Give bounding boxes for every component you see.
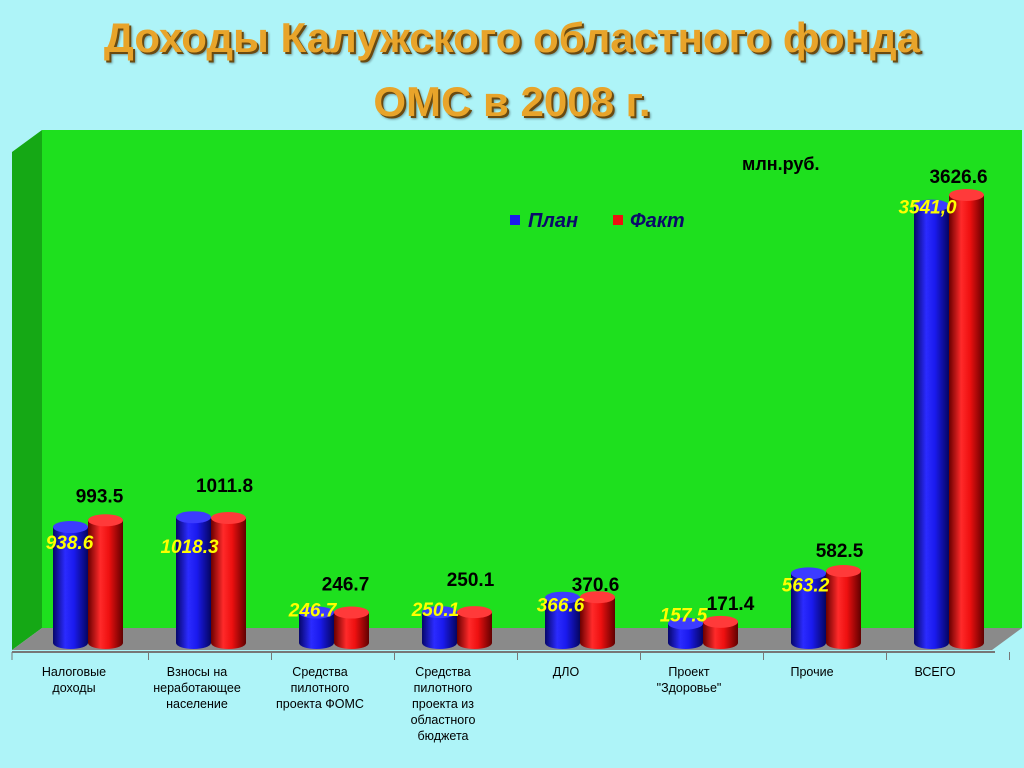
bar-plan-5	[668, 617, 703, 649]
category-label-5: Проект "Здоровье"	[657, 665, 722, 695]
plot-back-wall	[42, 130, 1022, 628]
data-label-fact-2: 246.7	[322, 575, 370, 596]
data-label-fact-5: 171.4	[707, 594, 755, 615]
bar-fact-3	[457, 606, 492, 649]
category-label-2: Средства пилотного проекта ФОМС	[276, 665, 364, 711]
data-label-plan-0: 938.6	[46, 533, 94, 554]
category-label-6: Прочие	[790, 665, 833, 679]
data-label-plan-7: 3541,0	[898, 198, 957, 219]
category-label-1: Взносы на неработающее население	[153, 665, 241, 711]
data-label-plan-2: 246.7	[288, 601, 338, 622]
data-label-fact-4: 370.6	[572, 575, 620, 596]
bars	[53, 189, 984, 649]
category-label-4: ДЛО	[553, 665, 580, 679]
category-label-0: Налоговые доходы	[42, 665, 106, 695]
data-labels: 938.6 993.5 1018.3 1011.8 246.7 246.7 250.1 250…	[46, 167, 988, 627]
legend-swatch-fact	[613, 215, 623, 225]
legend-swatch-plan	[510, 215, 520, 225]
data-label-fact-6: 582.5	[816, 541, 864, 562]
bar-fact-0	[88, 514, 123, 649]
chart-title-line-1: Доходы Калужского областного фонда	[103, 14, 921, 61]
unit-label: млн.руб.	[742, 154, 820, 174]
data-label-plan-1: 1018.3	[160, 537, 219, 558]
bar-fact-2	[334, 606, 369, 649]
data-label-fact-3: 250.1	[447, 570, 495, 591]
bar-fact-1	[211, 512, 246, 649]
data-label-plan-4: 366.6	[537, 596, 585, 617]
bar-plan-7	[914, 199, 949, 649]
plot-floor	[12, 628, 1022, 650]
data-label-plan-6: 563.2	[782, 575, 830, 596]
bar-plan-2	[299, 606, 334, 649]
data-label-plan-5: 157.5	[660, 606, 708, 627]
plot-side-wall	[12, 130, 42, 650]
bar-plan-0	[53, 521, 88, 649]
bar-fact-5	[703, 615, 738, 649]
data-label-fact-1: 1011.8	[196, 476, 253, 497]
bar-fact-4	[580, 591, 615, 649]
data-label-fact-7: 3626.6	[929, 167, 987, 188]
legend-label-plan: План	[528, 210, 578, 232]
category-label-7: ВСЕГО	[914, 665, 955, 679]
category-label-3: Средства пилотного проекта из областного бюд…	[411, 665, 476, 743]
bar-plan-3	[422, 606, 457, 649]
category-labels: Налоговые доходы Взносы на неработающее насе…	[11, 652, 1010, 743]
data-label-plan-3: 250.1	[411, 600, 460, 621]
bar-plan-1	[176, 511, 211, 649]
chart-title-line-2: ОМС в 2008 г.	[373, 78, 651, 125]
legend-label-fact: Факт	[630, 210, 685, 232]
bar-fact-6	[826, 565, 861, 649]
data-label-fact-0: 993.5	[76, 486, 124, 507]
legend: План Факт	[510, 210, 685, 232]
bar-fact-7	[949, 189, 984, 649]
bar-plan-4	[545, 591, 580, 649]
bar-plan-6	[791, 567, 826, 649]
